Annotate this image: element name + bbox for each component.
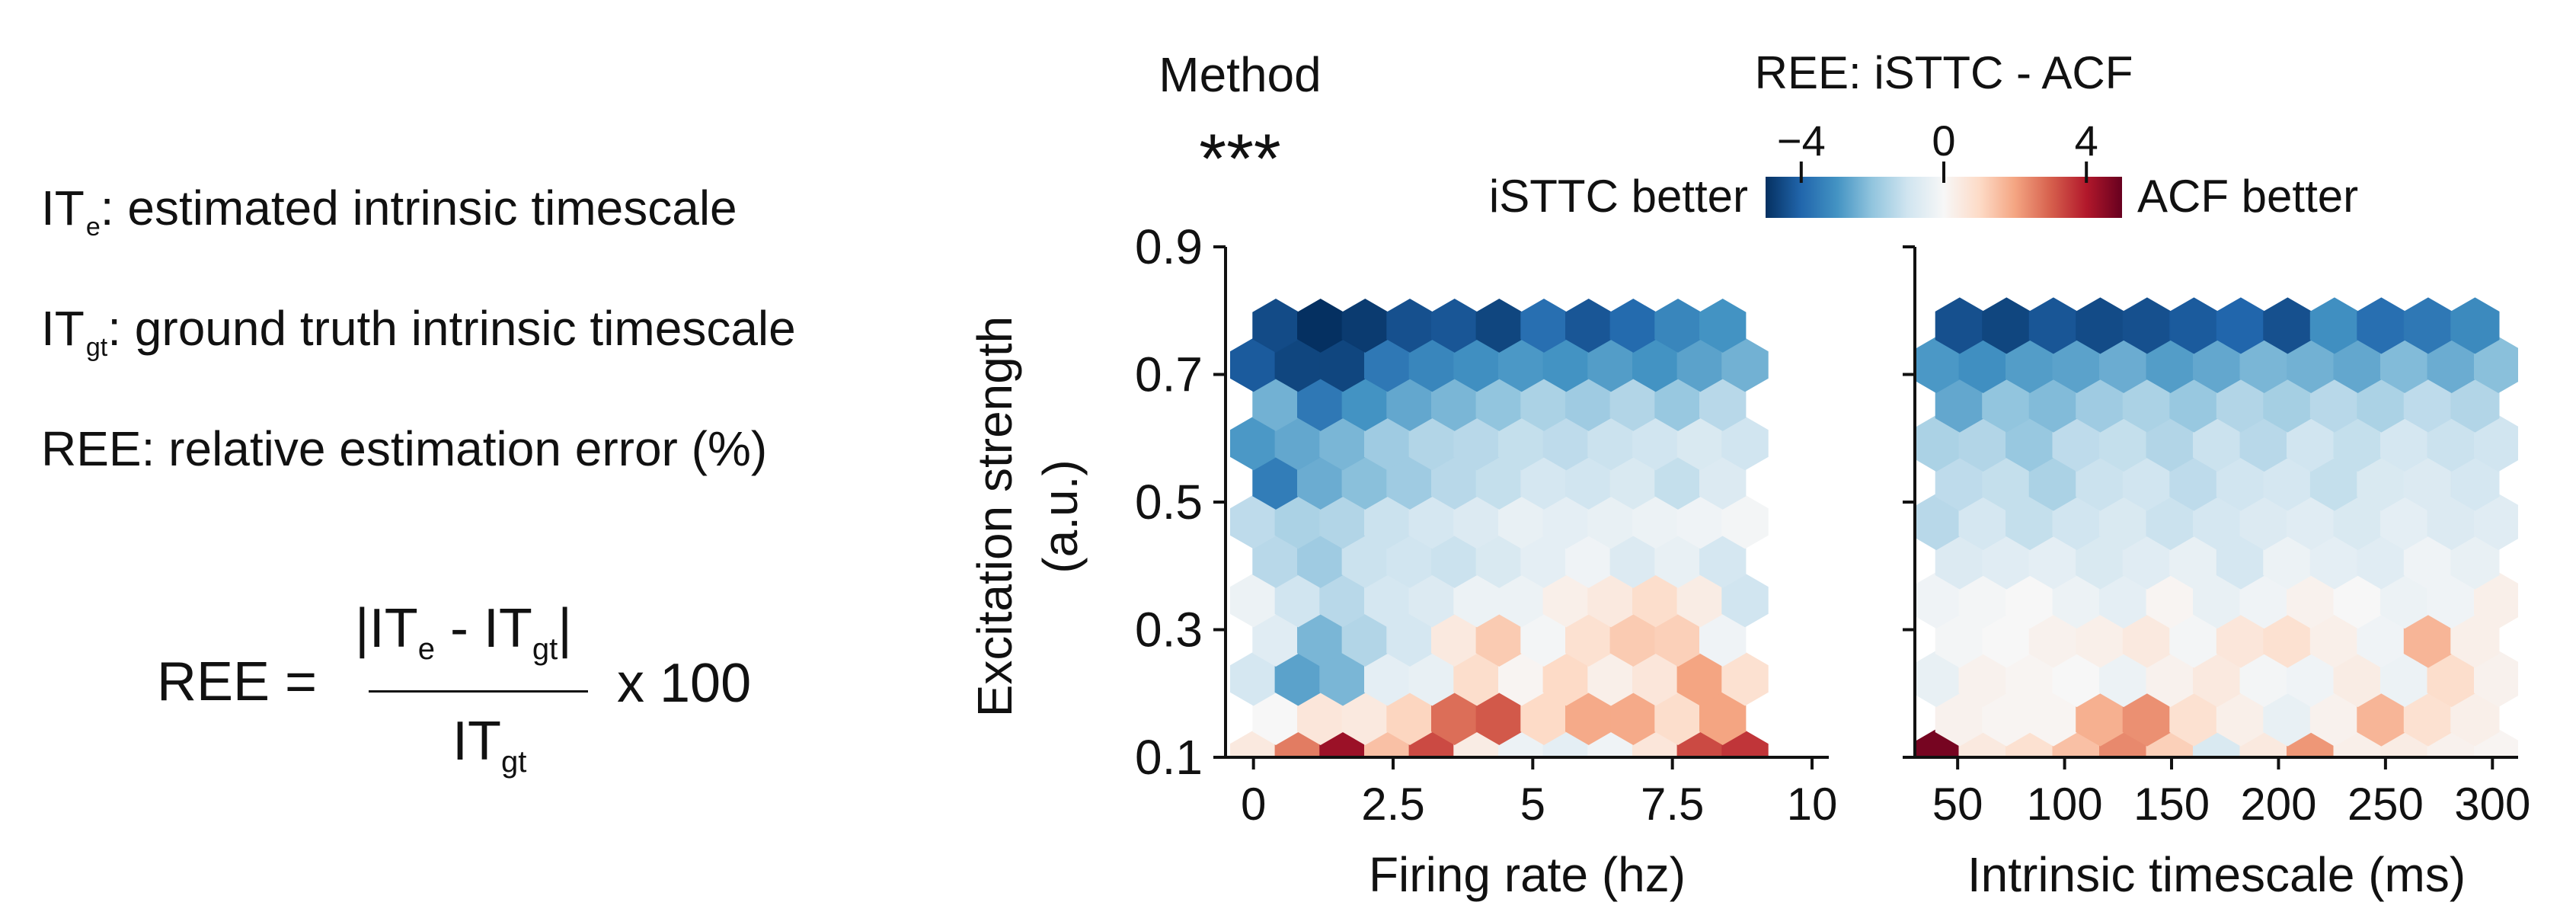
colorbar-tick-label: 0 bbox=[1932, 117, 1955, 165]
itgt-text: : ground truth intrinsic timescale bbox=[107, 301, 796, 356]
heatmap-panel-intrinsic-timescale: 50 100 150 200 250 300 Intrinsic timescale (ms… bbox=[1903, 245, 2530, 902]
ite-text: : estimated intrinsic timescale bbox=[100, 181, 737, 235]
heatmap-panel-firing-rate: 0 2.5 5 7.5 10 0.1 0.3 0.5 0.7 0.9 Firing rate (hz… bbox=[1135, 219, 1837, 902]
formula-multiplier: x 100 bbox=[617, 653, 752, 714]
colorbar-tick-label: −4 bbox=[1777, 117, 1826, 165]
y-tick-label: 0.7 bbox=[1135, 347, 1203, 402]
numerator-sub-gt: gt bbox=[532, 632, 558, 666]
significance-stars: *** bbox=[1199, 120, 1280, 198]
x-tick-label: 5 bbox=[1520, 779, 1545, 830]
x-tick-label: 0 bbox=[1241, 779, 1266, 830]
itgt-symbol: IT bbox=[41, 301, 85, 356]
hex-cell bbox=[2450, 297, 2500, 354]
formula-numerator: |ITe - ITgt| bbox=[355, 597, 572, 667]
x-tick-label: 250 bbox=[2347, 779, 2424, 830]
y-axis-label-line2: (a.u.) bbox=[1033, 459, 1088, 573]
itgt-subscript: gt bbox=[85, 333, 108, 362]
hex-cells bbox=[1915, 297, 2518, 757]
x-tick-label: 150 bbox=[2133, 779, 2210, 830]
colorbar bbox=[1766, 177, 2122, 218]
ite-subscript: e bbox=[85, 213, 101, 242]
denominator-sub-gt: gt bbox=[500, 745, 527, 779]
method-label: Method bbox=[1159, 47, 1321, 102]
x-tick-label: 300 bbox=[2454, 779, 2530, 830]
y-tick-label: 0.5 bbox=[1135, 475, 1203, 529]
colorbar-title: REE: iSTTC - ACF bbox=[1755, 47, 2133, 98]
x-tick-label: 200 bbox=[2240, 779, 2316, 830]
ite-symbol: IT bbox=[41, 181, 85, 235]
colorbar-ticks: −4 0 4 bbox=[1777, 117, 2098, 183]
x-tick-label: 10 bbox=[1787, 779, 1838, 830]
denominator-symbol: IT bbox=[452, 711, 501, 772]
x-axis-label: Firing rate (hz) bbox=[1369, 847, 1686, 902]
y-tick-label: 0.1 bbox=[1135, 730, 1203, 785]
definition-ree: REE: relative estimation error (%) bbox=[41, 421, 768, 476]
x-tick-label: 100 bbox=[2027, 779, 2103, 830]
x-tick-label: 50 bbox=[1932, 779, 1983, 830]
x-tick-label: 7.5 bbox=[1641, 779, 1704, 830]
y-tick-label: 0.3 bbox=[1135, 603, 1203, 657]
colorbar-tick-label: 4 bbox=[2075, 117, 2098, 165]
definition-ite: ITe: estimated intrinsic timescale bbox=[41, 180, 737, 242]
hex-cell bbox=[1699, 299, 1747, 353]
definition-itgt: ITgt: ground truth intrinsic timescale bbox=[41, 300, 796, 363]
colorbar-right-label: ACF better bbox=[2137, 171, 2358, 222]
x-axis-label: Intrinsic timescale (ms) bbox=[1967, 847, 2466, 902]
x-tick-label: 2.5 bbox=[1361, 779, 1424, 830]
colorbar-left-label: iSTTC better bbox=[1489, 171, 1748, 222]
numerator-close: | bbox=[558, 598, 572, 659]
numerator-open: |IT bbox=[355, 598, 418, 659]
formula-denominator: ITgt bbox=[452, 710, 526, 779]
numerator-sub-e: e bbox=[417, 632, 435, 666]
fraction-line bbox=[369, 690, 588, 693]
formula-lhs: REE = bbox=[157, 651, 318, 712]
y-axis-label-line1: Excitation strength bbox=[967, 316, 1022, 718]
numerator-mid: - IT bbox=[434, 598, 532, 659]
hex-cells bbox=[1230, 299, 1769, 757]
y-tick-label: 0.9 bbox=[1135, 219, 1203, 274]
